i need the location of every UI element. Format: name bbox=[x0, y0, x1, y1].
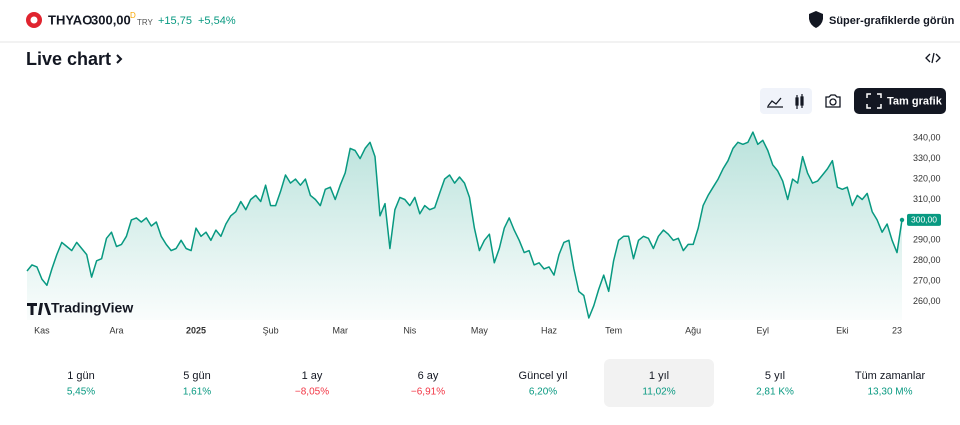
x-tick-label: Ağu bbox=[685, 325, 701, 335]
last-price-badge bbox=[907, 213, 941, 226]
price-line bbox=[26, 131, 903, 319]
price: 300,00 bbox=[91, 12, 131, 27]
x-tick-label: Şub bbox=[263, 325, 279, 335]
full-chart-label[interactable]: Tam grafik bbox=[887, 95, 943, 107]
period-change: 1,61% bbox=[183, 387, 211, 398]
area-type-button[interactable] bbox=[767, 97, 783, 108]
x-tick-label: 2025 bbox=[186, 325, 206, 335]
y-tick-label: 340,00 bbox=[913, 133, 941, 143]
x-tick-label: Eyl bbox=[757, 325, 770, 335]
change: +15,75 bbox=[158, 15, 192, 27]
period-name[interactable]: 6 ay bbox=[418, 370, 439, 382]
y-tick-label: 320,00 bbox=[913, 173, 941, 183]
snapshot-lens bbox=[829, 98, 837, 106]
last-point bbox=[899, 217, 905, 223]
y-tick-label: 260,00 bbox=[913, 296, 941, 306]
embed-icon[interactable] bbox=[925, 52, 941, 64]
period-change: 13,30 M% bbox=[867, 387, 912, 398]
snapshot-button[interactable] bbox=[825, 94, 841, 108]
chart-type-group bbox=[760, 88, 812, 114]
logo-inner bbox=[30, 16, 38, 24]
x-tick-label: Eki bbox=[836, 325, 849, 335]
y-tick-label: 290,00 bbox=[913, 235, 941, 245]
promo-link[interactable]: Süper-grafiklerde görün bbox=[829, 15, 955, 27]
period-name[interactable]: 1 gün bbox=[67, 370, 95, 382]
period-change: 6,20% bbox=[529, 387, 557, 398]
period-name[interactable]: 5 gün bbox=[183, 370, 211, 382]
x-tick-label: Nis bbox=[403, 325, 416, 335]
period-change: −8,05% bbox=[295, 387, 329, 398]
period-name[interactable]: 1 ay bbox=[302, 370, 323, 382]
change-percent: +5,54% bbox=[198, 15, 236, 27]
y-tick-label: 310,00 bbox=[913, 194, 941, 204]
x-tick-label: Haz bbox=[541, 325, 558, 335]
period-name[interactable]: Güncel yıl bbox=[519, 370, 568, 382]
last-price-label: 300,00 bbox=[911, 215, 937, 225]
market-flag: D bbox=[130, 11, 136, 20]
title[interactable]: Live chart bbox=[26, 49, 111, 69]
period-change: 2,81 K% bbox=[756, 387, 794, 398]
promo-icon bbox=[809, 11, 823, 28]
x-tick-label: Mar bbox=[332, 325, 348, 335]
period-change: 5,45% bbox=[67, 387, 95, 398]
x-tick-label: Kas bbox=[34, 325, 50, 335]
title-chevron bbox=[116, 54, 123, 64]
symbol[interactable]: THYAO bbox=[48, 12, 92, 27]
period-change: −6,91% bbox=[411, 387, 445, 398]
y-tick-label: 330,00 bbox=[913, 153, 941, 163]
period-change: 11,02% bbox=[642, 387, 675, 398]
period-name[interactable]: Tüm zamanlar bbox=[855, 370, 926, 382]
watermark-logo bbox=[27, 303, 51, 315]
currency: TRY bbox=[137, 18, 154, 27]
candle-type-button[interactable] bbox=[795, 94, 804, 109]
period-name[interactable]: 5 yıl bbox=[765, 370, 785, 382]
area-fill bbox=[27, 132, 902, 320]
period-name[interactable]: 1 yıl bbox=[649, 370, 669, 382]
y-tick-label: 270,00 bbox=[913, 276, 941, 286]
x-tick-label: Tem bbox=[605, 325, 622, 335]
x-tick-label: Ara bbox=[109, 325, 123, 335]
period-selected bbox=[604, 359, 714, 407]
y-tick-label: 280,00 bbox=[913, 255, 941, 265]
full-chart-icon bbox=[866, 93, 882, 109]
x-tick-label: 23 bbox=[892, 325, 902, 335]
x-tick-label: May bbox=[471, 325, 489, 335]
watermark: TradingView bbox=[51, 300, 133, 316]
